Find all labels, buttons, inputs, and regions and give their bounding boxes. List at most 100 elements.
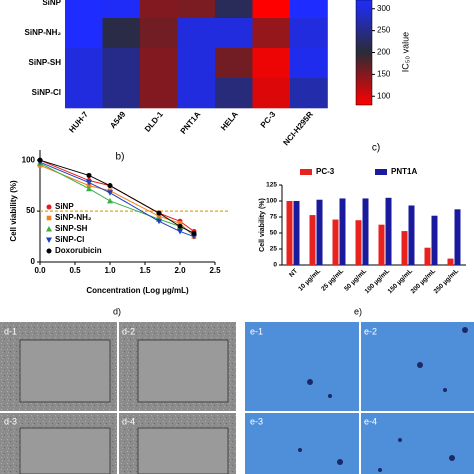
legend-label: SiNP-Cl — [55, 235, 84, 244]
heatmap-cell — [215, 18, 253, 49]
column-label: HELA — [219, 110, 240, 133]
y-tick-label: 0 — [273, 262, 277, 269]
heatmap-cell — [177, 78, 216, 109]
marker — [86, 172, 92, 178]
tile-label: e-4 — [364, 416, 377, 426]
colorbar-tick-label: 100 — [377, 91, 391, 100]
x-tick-label: 2.0 — [174, 266, 186, 275]
column-label: A549 — [108, 109, 128, 130]
colorbar — [355, 0, 373, 106]
column-label: PC-3 — [259, 109, 278, 129]
legend-label: SiNP-NH₂ — [55, 213, 92, 222]
marker — [177, 223, 183, 229]
heatmap-cell — [177, 48, 216, 79]
bar — [447, 258, 454, 265]
y-axis-label: Cell viability (%) — [9, 180, 18, 242]
y-tick-label: 50 — [270, 230, 278, 237]
colorbar-label: IC₅₀ value — [400, 32, 410, 72]
tile-label: e-1 — [250, 326, 263, 336]
tile-label: d-4 — [122, 416, 135, 426]
heatmap-cell — [140, 78, 178, 109]
legend-swatch — [375, 169, 387, 175]
heatmap-cell — [215, 78, 253, 109]
panel-label: b) — [116, 152, 125, 163]
image-e — [245, 322, 474, 474]
heatmap-cell — [140, 0, 178, 19]
marker — [37, 157, 43, 163]
legend-swatch — [300, 169, 312, 175]
heatmap-cell — [177, 18, 216, 49]
x-tick-label: 2.5 — [209, 266, 221, 275]
marker — [86, 183, 92, 188]
marker — [177, 228, 183, 235]
x-tick-label: 250 µg/mL — [433, 268, 461, 296]
bar — [309, 215, 316, 265]
bar — [316, 199, 323, 265]
legend-label: PNT1A — [391, 167, 417, 176]
legend-label: SiNP-SH — [55, 224, 88, 233]
marker — [46, 226, 52, 232]
legend-label: SiNP — [55, 202, 74, 211]
x-tick-label: 10 µg/mL — [297, 268, 322, 293]
y-tick-label: 125 — [266, 182, 277, 189]
marker — [107, 197, 113, 204]
y-tick-label: 100 — [266, 198, 277, 205]
colorbar-tick-label: 200 — [377, 48, 391, 57]
column-label: PNT1A — [179, 110, 203, 136]
tile-label: d-1 — [4, 326, 17, 336]
heatmap-cell — [140, 48, 178, 79]
heatmap-cell — [252, 48, 291, 79]
row-label: SiNP — [42, 0, 61, 7]
y-axis-label: Cell viability (%) — [259, 198, 266, 252]
heatmap-cell — [65, 18, 103, 49]
heatmap-cell — [215, 48, 253, 79]
x-tick-label: 25 µg/mL — [320, 268, 345, 293]
series-line — [39, 159, 195, 234]
tile-label: d-3 — [4, 416, 17, 426]
colorbar-tick-label: 150 — [377, 69, 391, 78]
x-tick-label: NT — [288, 268, 299, 279]
x-axis-label: Concentration (Log µg/mL) — [86, 286, 189, 295]
heatmap-cell — [65, 0, 103, 19]
heatmap-cell — [102, 78, 141, 109]
image-d — [0, 322, 236, 474]
marker — [46, 215, 52, 221]
series-line — [39, 161, 195, 238]
heatmap-cell — [252, 18, 291, 49]
heatmap-cell — [65, 78, 103, 109]
legend-label: Doxorubicin — [55, 246, 102, 255]
marker — [86, 185, 92, 192]
x-tick-label: 1.0 — [104, 266, 116, 275]
marker — [177, 221, 183, 226]
bar — [431, 215, 438, 265]
marker — [46, 237, 52, 243]
marker — [46, 248, 52, 254]
series-line — [39, 162, 195, 234]
panel-label: c) — [372, 143, 380, 154]
bar — [454, 209, 461, 265]
row-label: SiNP-Cl — [32, 88, 61, 97]
bar — [362, 198, 369, 265]
marker — [46, 204, 52, 210]
tile-label: d-2 — [122, 326, 135, 336]
heatmap-cell — [177, 0, 216, 19]
heatmap-cell — [140, 18, 178, 49]
x-tick-label: 1.5 — [139, 266, 151, 275]
heatmap-cell — [102, 48, 141, 79]
column-label: HUH-7 — [67, 109, 90, 134]
row-label: SiNP-NH₂ — [25, 28, 62, 37]
x-tick-label: 0.0 — [34, 266, 46, 275]
panel-label: d) — [113, 306, 121, 316]
bar — [385, 197, 392, 265]
heatmap-cell — [290, 78, 328, 109]
x-tick-label: 0.5 — [69, 266, 81, 275]
marker — [156, 210, 162, 216]
marker — [86, 180, 92, 186]
bar — [424, 247, 431, 265]
bar — [401, 231, 408, 265]
heatmap-cell — [102, 18, 141, 49]
panel-label: e) — [354, 306, 362, 316]
tile-label: e-3 — [250, 416, 263, 426]
